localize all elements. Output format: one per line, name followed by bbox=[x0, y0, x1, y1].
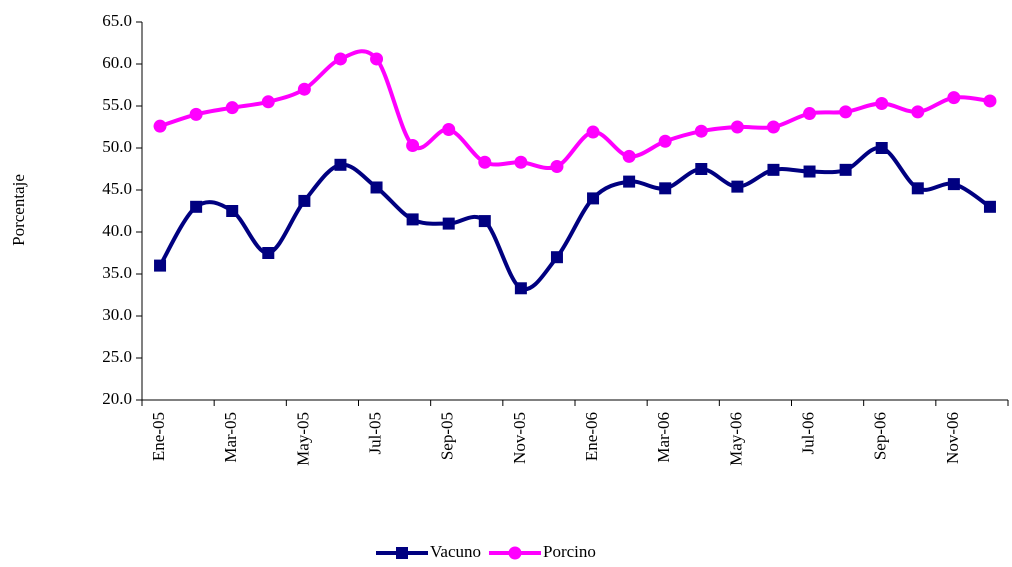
y-tick-label: 20.0 bbox=[102, 389, 132, 408]
point bbox=[370, 181, 383, 194]
x-tick-label: Nov-05 bbox=[510, 412, 529, 464]
point bbox=[803, 165, 816, 178]
x-tick-label: Sep-05 bbox=[438, 412, 457, 460]
legend-marker bbox=[396, 547, 408, 559]
point bbox=[587, 192, 600, 205]
y-tick-label: 60.0 bbox=[102, 53, 132, 72]
legend-label: Porcino bbox=[543, 542, 596, 561]
legend-marker bbox=[508, 546, 522, 560]
point bbox=[550, 251, 563, 264]
point bbox=[153, 119, 167, 133]
y-tick-label: 65.0 bbox=[102, 11, 132, 30]
point bbox=[334, 158, 347, 171]
point bbox=[911, 105, 925, 119]
y-axis-label: Porcentaje bbox=[9, 174, 28, 246]
point bbox=[983, 200, 996, 213]
x-tick-label: Sep-06 bbox=[871, 412, 890, 460]
x-tick-label: Jul-05 bbox=[365, 412, 384, 455]
x-tick-label: Mar-06 bbox=[654, 412, 673, 463]
x-tick-label: May-06 bbox=[726, 412, 745, 466]
point bbox=[550, 159, 564, 173]
point bbox=[261, 95, 275, 109]
y-tick-label: 30.0 bbox=[102, 305, 132, 324]
x-tick-label: Jul-06 bbox=[798, 412, 817, 455]
point bbox=[839, 105, 853, 119]
point bbox=[298, 194, 311, 207]
point bbox=[262, 247, 275, 259]
x-tick-label: Ene-06 bbox=[582, 412, 601, 461]
legend-label: Vacuno bbox=[430, 542, 481, 561]
point bbox=[333, 52, 347, 66]
point bbox=[586, 125, 600, 139]
point bbox=[514, 155, 528, 169]
y-tick-label: 40.0 bbox=[102, 221, 132, 240]
x-tick-label: Ene-05 bbox=[149, 412, 168, 461]
point bbox=[695, 163, 708, 175]
x-tick-label: May-05 bbox=[293, 412, 312, 466]
point bbox=[370, 52, 384, 66]
y-tick-label: 55.0 bbox=[102, 95, 132, 114]
point bbox=[442, 217, 455, 230]
point bbox=[297, 82, 311, 96]
y-tick-label: 50.0 bbox=[102, 137, 132, 156]
point bbox=[658, 134, 672, 148]
y-tick-label: 45.0 bbox=[102, 179, 132, 198]
point bbox=[478, 155, 492, 169]
point bbox=[226, 205, 239, 217]
point bbox=[983, 94, 997, 108]
point bbox=[766, 120, 780, 134]
point bbox=[731, 180, 744, 193]
point bbox=[478, 215, 491, 228]
point bbox=[767, 163, 780, 176]
point bbox=[659, 182, 672, 195]
point bbox=[406, 138, 420, 152]
point bbox=[623, 175, 636, 188]
point bbox=[694, 124, 708, 138]
series-line bbox=[159, 49, 991, 171]
point bbox=[442, 123, 456, 137]
point bbox=[947, 91, 961, 105]
x-tick-label: Mar-05 bbox=[221, 412, 240, 463]
point bbox=[189, 107, 203, 121]
point bbox=[190, 200, 203, 213]
point bbox=[225, 101, 239, 115]
point bbox=[875, 96, 889, 110]
point bbox=[803, 107, 817, 121]
point bbox=[911, 182, 924, 195]
y-tick-label: 25.0 bbox=[102, 347, 132, 366]
point bbox=[875, 142, 888, 154]
x-tick-label: Nov-06 bbox=[943, 412, 962, 464]
point bbox=[730, 120, 744, 134]
point bbox=[154, 259, 167, 272]
point bbox=[947, 178, 960, 191]
point bbox=[406, 213, 419, 226]
point bbox=[839, 163, 852, 176]
point bbox=[514, 282, 527, 295]
y-tick-label: 35.0 bbox=[102, 263, 132, 282]
point bbox=[622, 149, 636, 163]
series-line bbox=[158, 145, 992, 292]
